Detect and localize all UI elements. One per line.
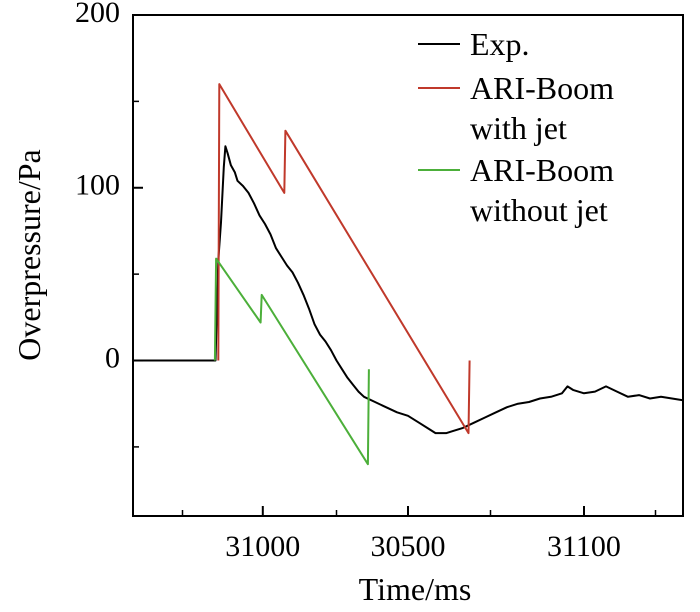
legend-label-ari-boom-without-jet: ARI-Boom without jet [470,152,614,228]
x-tick-label-31100: 31100 [547,530,621,563]
x-tick-label-30500: 30500 [371,530,446,563]
legend: Exp. ARI-Boom with jet ARI-Boom without je… [418,26,614,228]
y-tick-label-100: 100 [75,169,120,202]
x-tick-label-31000: 31000 [225,530,300,563]
y-tick-label-0: 0 [105,341,120,374]
series-line-ari-boom-without-jet [213,257,370,466]
series-line-ari-boom-with-jet [217,83,471,435]
y-tick-label-200: 200 [75,0,120,29]
series-line-exp [133,145,683,435]
legend-label-ari-boom-with-jet: ARI-Boom with jet [470,70,614,146]
legend-label-exp: Exp. [470,26,530,62]
x-axis-title: Time/ms [359,571,472,607]
series-layer [133,83,683,466]
y-axis-title: Overpressure/Pa [11,149,47,360]
tick-layer [133,14,657,516]
